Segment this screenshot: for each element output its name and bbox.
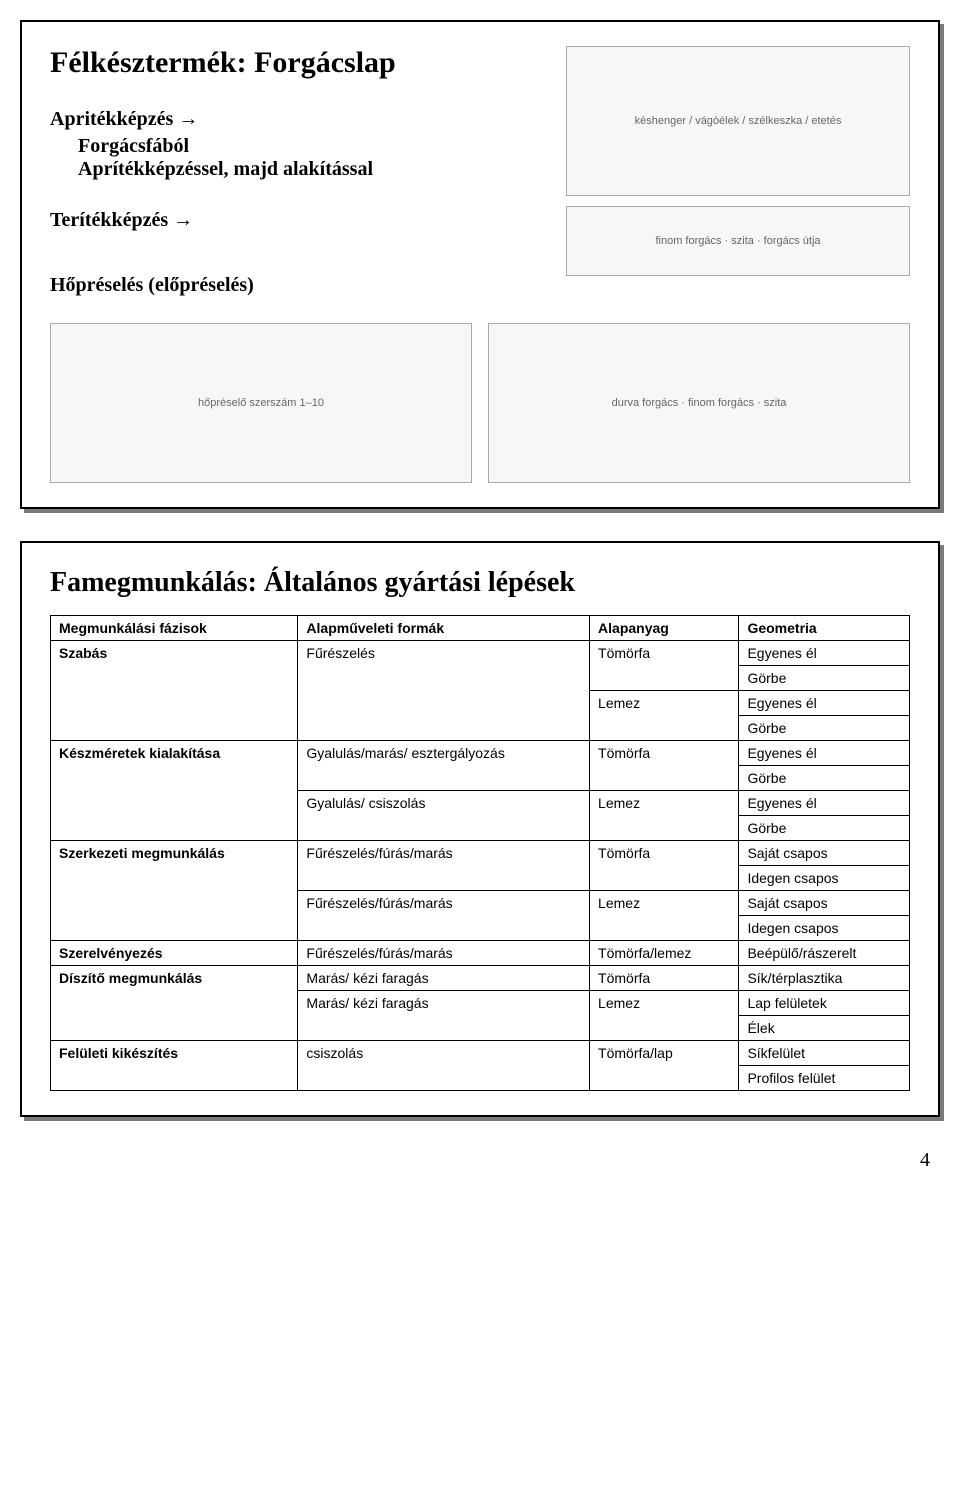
table-row: SzerelvényezésFűrészelés/fúrás/marásTömö…	[51, 941, 910, 966]
cell-geo: Profilos felület	[739, 1066, 910, 1091]
cell-mat: Lemez	[590, 791, 739, 841]
panel-top-textcol: Félkésztermék: Forgácslap Apritékképzés …	[50, 46, 566, 317]
cell-op: Marás/ kézi faragás	[298, 991, 590, 1041]
table-row: Szerkezeti megmunkálásFűrészelés/fúrás/m…	[51, 841, 910, 866]
table-row: Felületi kikészítéscsiszolásTömörfa/lapS…	[51, 1041, 910, 1066]
diagram-sifter: durva forgács · finom forgács · szita	[488, 323, 910, 483]
cell-geo: Sík/térplasztika	[739, 966, 910, 991]
cell-phase: Díszítő megmunkálás	[51, 966, 298, 1041]
col-op: Alapműveleti formák	[298, 616, 590, 641]
panel-bottom: Famegmunkálás: Általános gyártási lépése…	[20, 541, 940, 1117]
cell-geo: Saját csapos	[739, 891, 910, 916]
cell-geo: Görbe	[739, 766, 910, 791]
panel-bottom-diagrams: hőpréselő szerszám 1–10 durva forgács · …	[50, 323, 910, 483]
cell-op: Fűrészelés/fúrás/marás	[298, 941, 590, 966]
cell-phase: Szerkezeti megmunkálás	[51, 841, 298, 941]
cell-geo: Síkfelület	[739, 1041, 910, 1066]
table-row: Díszítő megmunkálásMarás/ kézi faragásTö…	[51, 966, 910, 991]
table-header-row: Megmunkálási fázisok Alapműveleti formák…	[51, 616, 910, 641]
panel1-title: Félkésztermék: Forgácslap	[50, 46, 566, 80]
cell-mat: Lemez	[590, 991, 739, 1041]
cell-geo: Görbe	[739, 716, 910, 741]
cell-mat: Tömörfa/lemez	[590, 941, 739, 966]
cell-mat: Tömörfa	[590, 841, 739, 891]
cell-mat: Lemez	[590, 891, 739, 941]
panel-top-row: Félkésztermék: Forgácslap Apritékképzés …	[50, 46, 910, 317]
cell-geo: Élek	[739, 1016, 910, 1041]
col-geo: Geometria	[739, 616, 910, 641]
table-head: Megmunkálási fázisok Alapműveleti formák…	[51, 616, 910, 641]
cell-geo: Egyenes él	[739, 791, 910, 816]
cell-geo: Görbe	[739, 666, 910, 691]
cell-op: Gyalulás/ csiszolás	[298, 791, 590, 841]
cell-geo: Saját csapos	[739, 841, 910, 866]
cell-geo: Egyenes él	[739, 641, 910, 666]
cell-op: Gyalulás/marás/ esztergályozás	[298, 741, 590, 791]
cell-phase: Készméretek kialakítása	[51, 741, 298, 841]
cell-geo: Egyenes él	[739, 741, 910, 766]
cell-op: Fűrészelés/fúrás/marás	[298, 891, 590, 941]
page-number: 4	[20, 1149, 940, 1172]
cell-op: Fűrészelés/fúrás/marás	[298, 841, 590, 891]
diagram-knives: finom forgács · szita · forgács útja	[566, 206, 910, 276]
panel2-title: Famegmunkálás: Általános gyártási lépése…	[50, 567, 910, 599]
cell-geo: Görbe	[739, 816, 910, 841]
table-row: SzabásFűrészelésTömörfaEgyenes él	[51, 641, 910, 666]
diagram-chipper: késhenger / vágóélek / szélkeszka / etet…	[566, 46, 910, 196]
table-row: Készméretek kialakításaGyalulás/marás/ e…	[51, 741, 910, 766]
cell-geo: Egyenes él	[739, 691, 910, 716]
diagram-press: hőpréselő szerszám 1–10	[50, 323, 472, 483]
panel-top: Félkésztermék: Forgácslap Apritékképzés …	[20, 20, 940, 509]
step3-label: Hőpréselés (előpréselés)	[50, 274, 566, 297]
cell-phase: Szerelvényezés	[51, 941, 298, 966]
cell-op: Marás/ kézi faragás	[298, 966, 590, 991]
cell-mat: Tömörfa	[590, 741, 739, 791]
col-phase: Megmunkálási fázisok	[51, 616, 298, 641]
panel-top-diagrams: késhenger / vágóélek / szélkeszka / etet…	[566, 46, 910, 276]
step2-label: Terítékképzés →	[50, 209, 566, 232]
cell-geo: Idegen csapos	[739, 866, 910, 891]
table-body: SzabásFűrészelésTömörfaEgyenes élGörbeLe…	[51, 641, 910, 1091]
cell-mat: Lemez	[590, 691, 739, 741]
step1-sub: Forgácsfából Aprítékképzéssel, majd alak…	[78, 135, 566, 181]
cell-op: Fűrészelés	[298, 641, 590, 741]
cell-mat: Tömörfa	[590, 641, 739, 691]
process-table: Megmunkálási fázisok Alapműveleti formák…	[50, 615, 910, 1091]
cell-mat: Tömörfa	[590, 966, 739, 991]
cell-geo: Beépülő/rászerelt	[739, 941, 910, 966]
cell-phase: Felületi kikészítés	[51, 1041, 298, 1091]
cell-mat: Tömörfa/lap	[590, 1041, 739, 1091]
cell-geo: Idegen csapos	[739, 916, 910, 941]
cell-geo: Lap felületek	[739, 991, 910, 1016]
cell-phase: Szabás	[51, 641, 298, 741]
col-mat: Alapanyag	[590, 616, 739, 641]
cell-op: csiszolás	[298, 1041, 590, 1091]
step1-label: Apritékképzés →	[50, 108, 566, 131]
